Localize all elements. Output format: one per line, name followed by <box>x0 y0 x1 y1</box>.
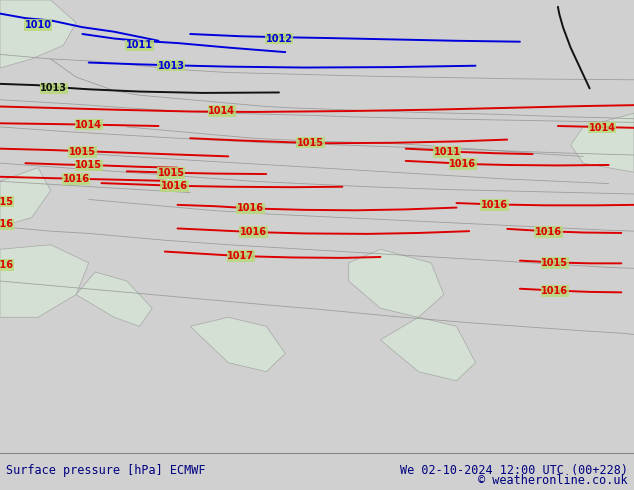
Polygon shape <box>571 113 634 172</box>
Text: © weatheronline.co.uk: © weatheronline.co.uk <box>478 474 628 487</box>
Text: 1016: 1016 <box>161 181 188 191</box>
Text: 1014: 1014 <box>589 123 616 133</box>
Text: 1015: 1015 <box>541 258 568 268</box>
Text: 1014: 1014 <box>75 120 102 130</box>
Polygon shape <box>349 249 444 318</box>
Text: 1015: 1015 <box>158 168 184 178</box>
Text: 1016: 1016 <box>63 174 89 184</box>
Text: Surface pressure [hPa] ECMWF: Surface pressure [hPa] ECMWF <box>6 464 206 477</box>
Polygon shape <box>0 0 76 68</box>
Text: 1016: 1016 <box>240 227 267 237</box>
Text: 1011: 1011 <box>126 40 153 50</box>
Text: 1010: 1010 <box>25 20 51 30</box>
Polygon shape <box>190 318 285 371</box>
Polygon shape <box>0 168 51 226</box>
Text: 1016: 1016 <box>535 227 562 237</box>
Text: 1016: 1016 <box>0 220 13 229</box>
Text: 1015: 1015 <box>75 160 102 171</box>
Polygon shape <box>0 245 89 318</box>
Text: 1013: 1013 <box>41 83 67 94</box>
Text: 1014: 1014 <box>209 106 235 116</box>
Text: 1016: 1016 <box>237 203 264 214</box>
Text: 1015: 1015 <box>297 138 324 148</box>
Text: 1017: 1017 <box>228 251 254 261</box>
Text: 1015: 1015 <box>69 147 96 157</box>
Text: 1016: 1016 <box>481 200 508 210</box>
Polygon shape <box>380 318 476 381</box>
Text: 1012: 1012 <box>266 33 292 44</box>
Text: We 02-10-2024 12:00 UTC (00+228): We 02-10-2024 12:00 UTC (00+228) <box>399 464 628 477</box>
Polygon shape <box>76 272 152 326</box>
Text: 1016: 1016 <box>0 260 13 270</box>
Text: 1013: 1013 <box>158 61 184 71</box>
Text: 1015: 1015 <box>0 196 13 207</box>
Text: 1016: 1016 <box>450 159 476 169</box>
Text: 1016: 1016 <box>541 286 568 296</box>
Text: 1011: 1011 <box>434 147 460 157</box>
